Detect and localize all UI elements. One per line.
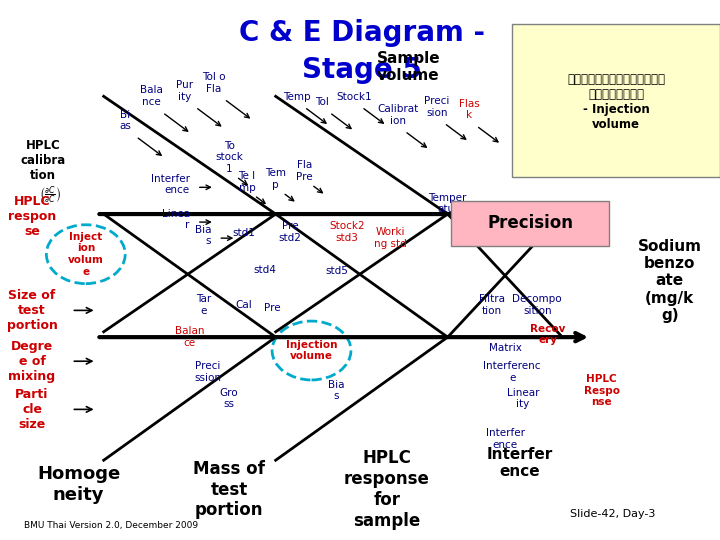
Text: C & E Diagram -: C & E Diagram - [239,19,485,47]
FancyBboxPatch shape [512,24,720,177]
Text: Preci
sion: Preci sion [424,96,449,118]
Text: Bia
s: Bia s [194,225,211,246]
Text: Interfer
ence: Interfer ence [486,447,552,479]
Text: Interfer
ence: Interfer ence [150,174,189,195]
Text: Bia
s: Bia s [328,380,345,401]
Text: $\left(\frac{\partial C}{\partial C}\right)$: $\left(\frac{\partial C}{\partial C}\rig… [39,185,61,206]
Text: HPLC
response
for
sample: HPLC response for sample [344,449,430,530]
Text: std5: std5 [325,266,348,276]
Text: Balan
ce: Balan ce [175,326,204,348]
Text: Interfer
ence: Interfer ence [485,428,524,450]
Text: Decompo
sition: Decompo sition [513,294,562,316]
Text: Tar
e: Tar e [197,294,212,316]
Text: Temp: Temp [284,92,311,102]
Text: Interferenc
e: Interferenc e [483,361,541,383]
Text: Pre: Pre [264,303,280,313]
Text: Linea
r: Linea r [161,208,189,230]
Text: HPLC
calibra
tion: HPLC calibra tion [20,139,66,182]
Text: HPLC
respon
se: HPLC respon se [8,195,56,238]
Text: Temper
atur: Temper atur [428,193,467,214]
Text: std1: std1 [232,228,255,238]
Text: Filtra
tion: Filtra tion [479,294,505,316]
Text: To
stock
1: To stock 1 [215,141,243,174]
Text: Calibrat
ion: Calibrat ion [377,104,418,126]
Text: Preci
ssion: Preci ssion [194,361,221,383]
Text: Injection
volume: Injection volume [286,340,337,361]
Text: Tol: Tol [315,97,329,107]
Text: BMU Thai Version 2.0, December 2009: BMU Thai Version 2.0, December 2009 [24,521,198,530]
Text: Flas
k: Flas k [459,99,480,120]
Text: Bala
nce: Bala nce [140,85,163,107]
Text: Precision: Precision [487,214,573,232]
Text: บางแหลงสามารถห
กลางกนได
- Injection
volume: บางแหลงสามารถห กลางกนได - Injection volu… [567,73,665,131]
Text: Stock1: Stock1 [337,92,372,102]
Text: Parti
cle
size: Parti cle size [15,388,49,431]
Text: Size of
test
portion: Size of test portion [6,289,58,332]
Text: Tem
p: Tem p [265,168,286,190]
Text: Pur
ity: Pur ity [176,80,193,102]
Text: Worki
ng std: Worki ng std [374,227,407,249]
Text: Sample
volume: Sample volume [377,51,440,83]
Text: Slide-42, Day-3: Slide-42, Day-3 [570,509,655,519]
Text: Sodium
benzo
ate
(mg/k
g): Sodium benzo ate (mg/k g) [638,239,702,323]
Text: Inject
ion
volum
e: Inject ion volum e [68,232,104,276]
Text: Matrix: Matrix [489,343,521,353]
Text: Te l
mp: Te l mp [238,171,256,193]
Text: Degre
e of
mixing: Degre e of mixing [9,340,55,383]
FancyBboxPatch shape [451,201,609,246]
Text: Pre
std2: Pre std2 [279,221,302,242]
Text: Bi
as: Bi as [120,110,131,131]
Text: HPLC
Respo
nse: HPLC Respo nse [584,374,620,407]
Text: Recov
ery: Recov ery [531,323,566,345]
Text: Gro
ss: Gro ss [220,388,238,409]
Text: Mass of
test
portion: Mass of test portion [193,460,265,519]
Text: Linear
ity: Linear ity [507,388,539,409]
Text: Tol o
Fla: Tol o Fla [202,72,225,93]
Text: Stage 5: Stage 5 [302,56,422,84]
Text: Stock2
std3: Stock2 std3 [330,221,365,242]
Text: Fla
Pre: Fla Pre [296,160,312,182]
Text: Cal: Cal [235,300,252,310]
Text: Homoge
neity: Homoge neity [37,465,120,504]
Text: std4: std4 [253,265,276,275]
